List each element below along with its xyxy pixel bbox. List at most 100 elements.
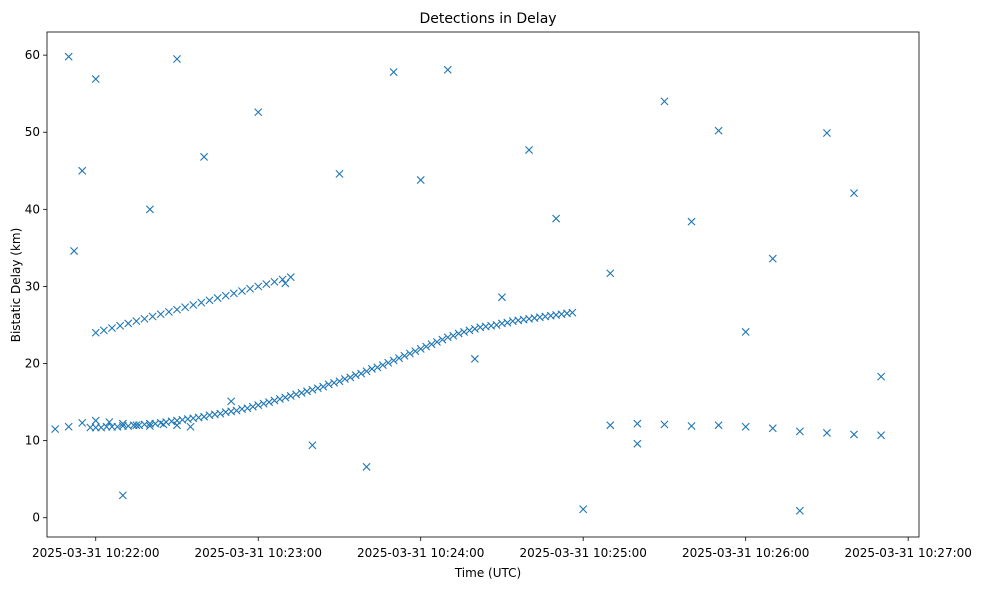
data-point-marker (438, 335, 447, 344)
data-point-marker (189, 300, 198, 309)
data-point-marker (164, 307, 173, 316)
data-point-marker (346, 373, 355, 382)
data-point-marker (278, 275, 287, 284)
y-tick-label: 30 (25, 279, 40, 293)
x-tick-label: 2025-03-31 10:23:00 (195, 546, 322, 560)
data-point-marker (227, 397, 236, 406)
data-point-marker (213, 294, 222, 302)
data-point-marker (427, 340, 436, 349)
data-point-marker (357, 369, 366, 378)
data-point-marker (51, 425, 60, 434)
data-point-marker (286, 391, 295, 400)
data-point-marker (270, 396, 279, 405)
data-point-marker (552, 214, 561, 223)
chart-title: Detections in Delay (419, 11, 556, 27)
data-point-marker (660, 420, 669, 429)
data-point-marker (118, 419, 127, 428)
data-point-marker (172, 305, 181, 314)
data-point-marker (850, 430, 858, 439)
data-point-marker (319, 382, 328, 391)
data-point-marker (460, 327, 469, 336)
y-axis: 0 10 20 30 40 50 60 (25, 48, 47, 525)
data-point-marker (422, 342, 431, 351)
data-point-marker (292, 390, 301, 399)
data-point-marker (205, 296, 214, 305)
data-point-marker (470, 324, 479, 333)
data-point-marker (405, 349, 414, 358)
data-point-marker (172, 54, 181, 63)
data-point-marker (378, 361, 387, 370)
data-point-marker (877, 431, 886, 440)
x-tick-label: 2025-03-31 10:26:00 (682, 546, 809, 560)
data-point-marker (254, 282, 263, 291)
data-point-marker (254, 108, 263, 117)
data-point-marker (395, 354, 404, 363)
data-point-marker (186, 422, 195, 431)
data-point-marker (443, 333, 452, 342)
data-point-marker (741, 422, 750, 431)
data-point-marker (579, 505, 588, 514)
data-point-marker (367, 364, 376, 373)
data-point-marker (822, 129, 831, 137)
data-point-marker (465, 326, 474, 335)
data-point-marker (156, 310, 165, 319)
y-tick-label: 0 (32, 511, 40, 525)
data-point-marker (568, 308, 577, 317)
data-point-marker (281, 393, 290, 402)
data-point-marker (877, 372, 886, 381)
data-point-marker (335, 169, 344, 178)
data-point-marker (492, 320, 501, 329)
data-point-marker (308, 385, 317, 394)
data-point-marker (470, 354, 479, 363)
data-point-marker (308, 441, 317, 450)
data-point-marker (116, 321, 125, 330)
data-point-marker (687, 217, 696, 226)
data-point-marker (132, 421, 141, 430)
x-tick-label: 2025-03-31 10:27:00 (844, 546, 971, 560)
data-point-marker (265, 398, 274, 407)
data-point-marker (281, 279, 290, 288)
data-point-marker (118, 491, 127, 500)
data-point-marker (246, 284, 255, 293)
data-point-marker (297, 388, 306, 397)
data-point-marker (768, 254, 777, 263)
data-point-marker (78, 166, 87, 175)
data-point-marker (606, 269, 615, 278)
data-point-marker (275, 395, 284, 403)
data-point-marker (229, 289, 238, 298)
x-tick-label: 2025-03-31 10:22:00 (32, 546, 159, 560)
data-point-marker (389, 68, 398, 77)
data-point-marker (78, 418, 87, 427)
data-point-marker (384, 358, 393, 367)
data-point-marker (432, 337, 441, 346)
data-point-marker (270, 277, 279, 286)
data-point-marker (248, 402, 257, 411)
data-point-marker (362, 367, 371, 376)
data-point-marker (216, 409, 225, 418)
data-point-marker (70, 246, 79, 255)
y-tick-label: 50 (25, 125, 40, 139)
data-point-marker (497, 293, 506, 302)
data-point-marker (148, 312, 157, 321)
data-point-marker (443, 65, 452, 74)
data-point-marker (449, 331, 458, 340)
data-point-marker (416, 344, 425, 353)
data-point-marker (660, 97, 669, 106)
data-point-marker (254, 401, 263, 410)
data-point-marker (64, 422, 73, 431)
data-point-marker (795, 427, 804, 436)
data-point-marker (389, 356, 398, 365)
x-tick-label: 2025-03-31 10:25:00 (519, 546, 646, 560)
data-point-marker (64, 52, 73, 61)
data-point-marker (335, 377, 344, 386)
data-point-marker (99, 326, 108, 335)
data-point-marker (416, 176, 425, 185)
data-point-marker (714, 421, 723, 430)
data-point-marker (243, 404, 252, 413)
data-point-marker (221, 291, 230, 300)
data-point-marker (454, 329, 463, 338)
data-point-marker (313, 384, 322, 393)
data-point-marker (525, 145, 534, 154)
data-point-marker (200, 412, 209, 421)
